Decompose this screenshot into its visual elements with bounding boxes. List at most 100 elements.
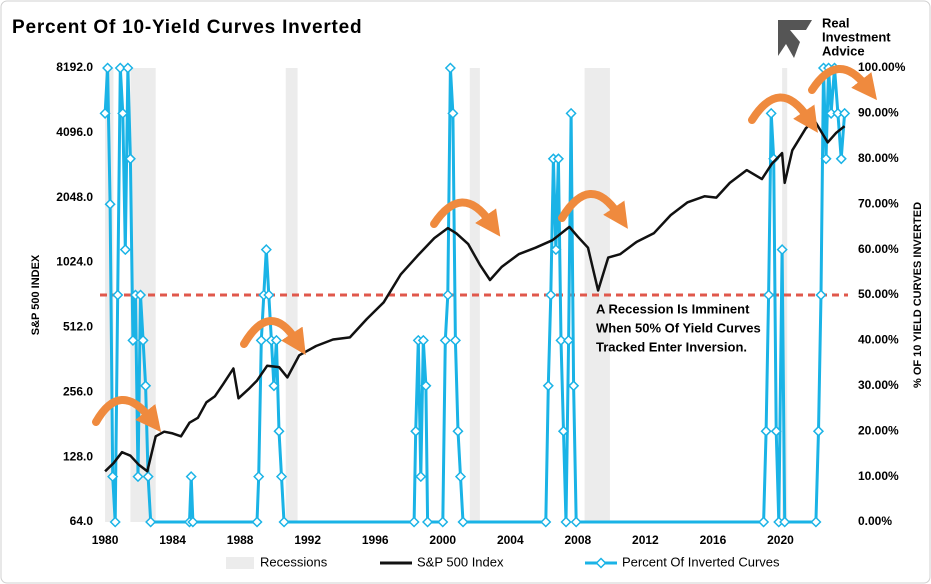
data-point	[557, 425, 570, 437]
x-tick-label: 1988	[227, 533, 254, 547]
x-tick-label: 2004	[497, 533, 524, 547]
x-tick-label: 2000	[429, 533, 456, 547]
data-point	[410, 425, 422, 437]
recession-band	[105, 68, 114, 522]
y-tick-label: 4096.0	[56, 125, 93, 139]
x-tick-label: 2016	[700, 533, 727, 547]
x-tick-label: 1980	[92, 533, 119, 547]
data-point	[263, 289, 275, 301]
annotation-text: A Recession Is Imminent	[596, 301, 750, 316]
data-point	[278, 516, 290, 528]
y-tick-label: 64.0	[70, 514, 94, 528]
data-point	[273, 425, 285, 437]
data-point	[122, 62, 134, 74]
y2-tick-label: 0.00%	[858, 514, 892, 528]
y2-axis-title: % OF 10 YIELD CURVES INVERTED	[912, 202, 924, 388]
y2-tick-label: 50.00%	[858, 287, 899, 301]
y2-tick-label: 20.00%	[858, 423, 899, 437]
data-point	[102, 62, 114, 74]
data-point	[134, 289, 147, 301]
data-point	[457, 516, 469, 528]
y-axis-title: S&P 500 INDEX	[30, 254, 42, 335]
data-point	[555, 334, 567, 346]
data-point	[124, 153, 136, 165]
data-point	[545, 289, 557, 301]
data-point	[442, 289, 454, 301]
data-point	[415, 471, 427, 483]
y2-tick-label: 80.00%	[858, 151, 899, 165]
data-point	[119, 244, 131, 256]
data-point	[452, 425, 464, 437]
y-tick-label: 256.0	[63, 384, 93, 398]
y2-tick-label: 30.00%	[858, 378, 899, 392]
data-point	[99, 107, 111, 119]
data-point	[422, 516, 434, 528]
data-point	[565, 107, 577, 119]
data-point	[270, 334, 283, 346]
y2-tick-label: 10.00%	[858, 469, 899, 483]
y2-tick-label: 90.00%	[858, 106, 899, 120]
logo-text: Real	[822, 15, 849, 30]
data-point	[260, 244, 272, 256]
data-point	[820, 153, 832, 165]
data-point	[439, 334, 451, 346]
data-point	[112, 289, 124, 301]
annotation: A Recession Is Imminent When 50% Of Yiel…	[596, 301, 761, 354]
arrows	[92, 65, 878, 433]
data-point	[142, 471, 154, 483]
data-point	[454, 471, 467, 483]
data-point	[449, 334, 461, 346]
data-point	[417, 334, 429, 346]
data-point	[255, 334, 267, 346]
arrow	[558, 190, 628, 229]
y-tick-label: 1024.0	[56, 255, 93, 269]
data-point	[560, 516, 572, 528]
legend-label: Recessions	[260, 554, 328, 569]
data-point	[251, 516, 263, 528]
x-tick-label: 2012	[632, 533, 659, 547]
data-point	[779, 516, 791, 528]
y-tick-label: 8192.0	[56, 60, 93, 74]
y2-tick-label: 100.00%	[858, 60, 906, 74]
y2-tick-label: 70.00%	[858, 196, 899, 210]
x-tick-label: 1992	[294, 533, 321, 547]
legend-label: S&P 500 Index	[417, 554, 504, 569]
data-point	[542, 380, 554, 392]
data-point	[570, 516, 582, 528]
data-point	[770, 425, 782, 437]
data-point	[540, 516, 552, 528]
data-point	[810, 516, 822, 528]
data-point	[765, 107, 777, 119]
x-tick-label: 2020	[767, 533, 794, 547]
data-point	[550, 244, 562, 256]
legend: Recessions S&P 500 Index Percent Of Invert…	[226, 554, 780, 569]
logo-text: Advice	[822, 43, 865, 58]
data-point	[185, 471, 197, 483]
y-tick-label: 128.0	[63, 449, 93, 463]
data-point	[104, 198, 116, 210]
arrow	[748, 93, 818, 133]
legend-swatch	[226, 557, 254, 569]
data-point	[117, 107, 129, 119]
data-point	[420, 380, 432, 392]
data-point	[835, 153, 847, 165]
data-point	[760, 425, 772, 437]
data-point	[408, 516, 420, 528]
logo-icon	[778, 20, 812, 58]
legend-label: Percent Of Inverted Curves	[622, 554, 780, 569]
arrow	[240, 317, 306, 356]
x-tick-label: 1984	[159, 533, 186, 547]
logo-text: Investment	[822, 29, 891, 44]
data-point	[145, 516, 157, 528]
series-line	[104, 118, 846, 473]
data-point	[812, 425, 825, 437]
data-point	[839, 107, 851, 119]
arrow	[430, 198, 501, 237]
y-tick-label: 512.0	[63, 320, 93, 334]
logo: Real Investment Advice	[778, 15, 891, 58]
data-point	[447, 107, 459, 119]
x-tick-label: 2008	[564, 533, 591, 547]
x-tick-label: 1996	[362, 533, 389, 547]
chart-title: Percent Of 10-Yield Curves Inverted	[12, 17, 362, 38]
y-tick-label: 2048.0	[56, 190, 93, 204]
